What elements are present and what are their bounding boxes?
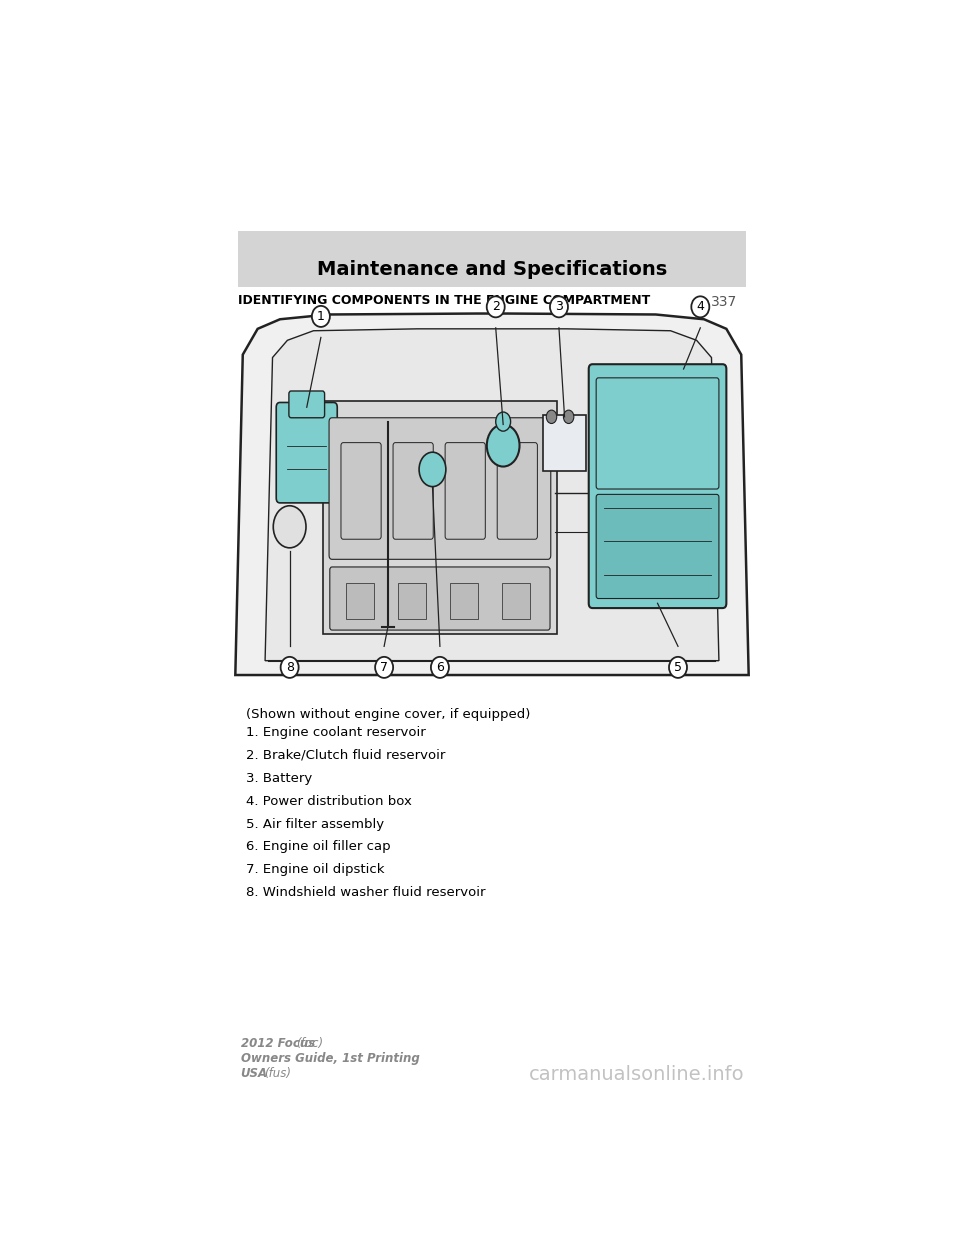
- Text: IDENTIFYING COMPONENTS IN THE ENGINE COMPARTMENT: IDENTIFYING COMPONENTS IN THE ENGINE COM…: [237, 294, 650, 308]
- Text: 8: 8: [286, 661, 294, 674]
- Text: 337: 337: [711, 296, 737, 309]
- Text: 5: 5: [674, 661, 682, 674]
- FancyBboxPatch shape: [596, 494, 719, 599]
- Text: Maintenance and Specifications: Maintenance and Specifications: [317, 260, 667, 279]
- Text: 6: 6: [436, 661, 444, 674]
- FancyBboxPatch shape: [445, 442, 486, 539]
- Ellipse shape: [487, 297, 505, 318]
- FancyBboxPatch shape: [450, 584, 478, 619]
- Ellipse shape: [312, 306, 330, 327]
- Circle shape: [495, 412, 511, 431]
- FancyBboxPatch shape: [289, 391, 324, 417]
- Polygon shape: [265, 329, 719, 661]
- Text: 6. Engine oil filler cap: 6. Engine oil filler cap: [247, 841, 391, 853]
- FancyBboxPatch shape: [596, 378, 719, 489]
- FancyBboxPatch shape: [329, 417, 551, 559]
- Text: (fus): (fus): [264, 1067, 291, 1081]
- Ellipse shape: [375, 657, 394, 678]
- Text: 3: 3: [555, 301, 563, 313]
- Text: 5. Air filter assembly: 5. Air filter assembly: [247, 817, 385, 831]
- Text: 7. Engine oil dipstick: 7. Engine oil dipstick: [247, 863, 385, 877]
- FancyBboxPatch shape: [341, 442, 381, 539]
- Text: 1. Engine coolant reservoir: 1. Engine coolant reservoir: [247, 725, 426, 739]
- Text: (foc): (foc): [297, 1037, 324, 1049]
- FancyBboxPatch shape: [324, 401, 557, 633]
- FancyBboxPatch shape: [393, 442, 433, 539]
- Ellipse shape: [431, 657, 449, 678]
- FancyBboxPatch shape: [330, 566, 550, 630]
- Circle shape: [546, 410, 557, 424]
- Text: 2: 2: [492, 301, 499, 313]
- Text: 1: 1: [317, 310, 324, 323]
- FancyBboxPatch shape: [497, 442, 538, 539]
- FancyBboxPatch shape: [542, 415, 587, 471]
- Ellipse shape: [691, 297, 709, 318]
- FancyBboxPatch shape: [588, 364, 727, 609]
- Text: 2012 Focus: 2012 Focus: [241, 1037, 315, 1049]
- Text: Owners Guide, 1st Printing: Owners Guide, 1st Printing: [241, 1052, 420, 1064]
- Polygon shape: [235, 313, 749, 676]
- Text: carmanualsonline.info: carmanualsonline.info: [529, 1066, 745, 1084]
- Text: 3. Battery: 3. Battery: [247, 771, 313, 785]
- FancyBboxPatch shape: [276, 402, 337, 503]
- FancyBboxPatch shape: [502, 584, 530, 619]
- Text: (Shown without engine cover, if equipped): (Shown without engine cover, if equipped…: [247, 708, 531, 720]
- Ellipse shape: [550, 297, 568, 318]
- Text: USA: USA: [241, 1067, 268, 1081]
- Text: 8. Windshield washer fluid reservoir: 8. Windshield washer fluid reservoir: [247, 887, 486, 899]
- Circle shape: [487, 425, 519, 467]
- Circle shape: [274, 505, 306, 548]
- FancyBboxPatch shape: [398, 584, 426, 619]
- Circle shape: [420, 452, 445, 487]
- Text: 4: 4: [696, 301, 705, 313]
- FancyBboxPatch shape: [237, 231, 747, 287]
- Text: 2. Brake/Clutch fluid reservoir: 2. Brake/Clutch fluid reservoir: [247, 749, 445, 761]
- Text: 7: 7: [380, 661, 388, 674]
- FancyBboxPatch shape: [347, 584, 373, 619]
- Ellipse shape: [669, 657, 687, 678]
- Ellipse shape: [280, 657, 299, 678]
- Text: 4. Power distribution box: 4. Power distribution box: [247, 795, 413, 807]
- Circle shape: [564, 410, 574, 424]
